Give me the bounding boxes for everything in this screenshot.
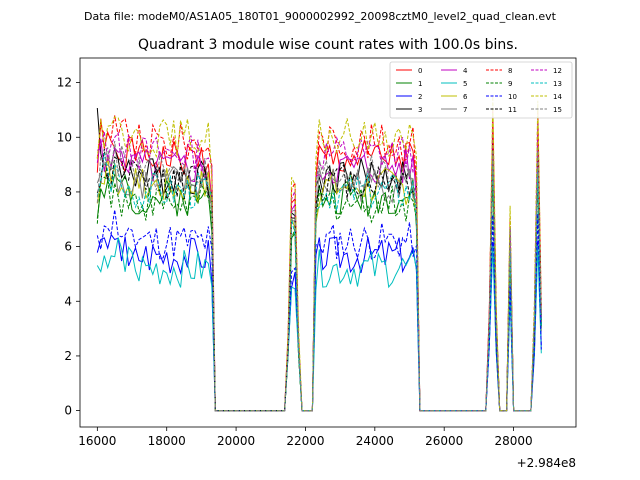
- y-tick-label: 12: [57, 76, 72, 90]
- legend-label-15: 15: [553, 106, 562, 114]
- x-tick-label: 24000: [356, 434, 394, 448]
- series-line-13: [96, 153, 542, 412]
- series-line-11: [96, 148, 542, 412]
- y-tick-label: 2: [64, 349, 72, 363]
- x-tick-label: 20000: [217, 434, 255, 448]
- y-axis: 0 2 4 6 8 10 12: [57, 76, 80, 418]
- x-axis: 16000 18000 20000 22000 24000 26000 28000: [78, 427, 533, 448]
- legend-label-5: 5: [463, 80, 467, 88]
- legend-label-1: 1: [418, 80, 422, 88]
- legend-label-14: 14: [553, 93, 562, 101]
- y-tick-label: 10: [57, 130, 72, 144]
- legend-label-8: 8: [508, 67, 512, 75]
- y-tick-label: 6: [64, 240, 72, 254]
- y-tick-label: 0: [64, 404, 72, 418]
- figure-suptitle: Data file: modeM0/AS1A05_180T01_90000029…: [84, 10, 557, 23]
- legend-label-3: 3: [418, 106, 422, 114]
- legend-label-11: 11: [508, 106, 517, 114]
- x-tick-label: 16000: [78, 434, 116, 448]
- legend-label-7: 7: [463, 106, 467, 114]
- legend-box: [389, 61, 573, 119]
- legend-label-13: 13: [553, 80, 562, 88]
- series-line-14: [96, 96, 542, 412]
- series-layer: [96, 96, 542, 412]
- x-offset-label: +2.984e8: [517, 456, 576, 470]
- legend-label-10: 10: [508, 93, 517, 101]
- legend-label-12: 12: [553, 67, 562, 75]
- y-tick-label: 8: [64, 185, 72, 199]
- x-tick-label: 28000: [494, 434, 532, 448]
- x-tick-label: 26000: [425, 434, 463, 448]
- y-tick-label: 4: [64, 294, 72, 308]
- legend-label-9: 9: [508, 80, 512, 88]
- legend-label-2: 2: [418, 93, 422, 101]
- plot-frame: [79, 57, 577, 428]
- legend-label-4: 4: [463, 67, 468, 75]
- x-tick-label: 18000: [148, 434, 186, 448]
- chart-title: Quadrant 3 module wise count rates with …: [138, 37, 518, 53]
- legend-label-0: 0: [418, 67, 422, 75]
- series-line-15: [96, 140, 542, 412]
- legend-label-6: 6: [463, 93, 468, 101]
- x-tick-label: 22000: [286, 434, 324, 448]
